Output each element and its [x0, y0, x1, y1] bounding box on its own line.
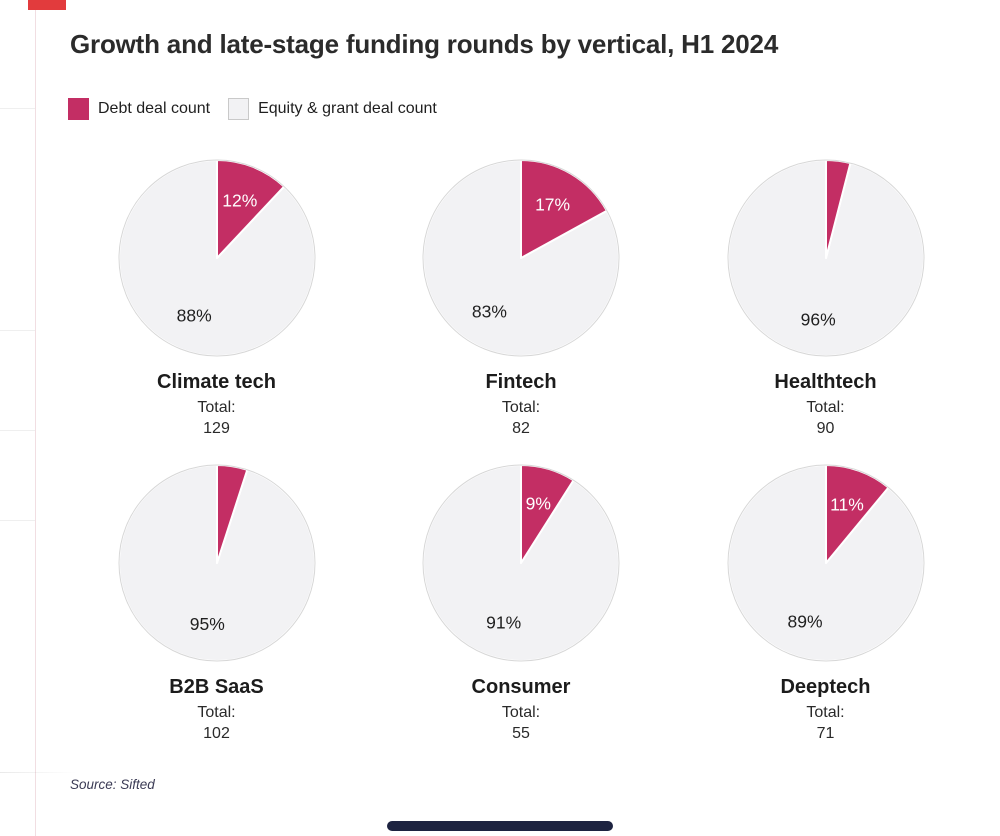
pie-svg: 12% 88% — [117, 159, 316, 357]
total-label: Total: — [806, 704, 845, 721]
background-grid-line — [0, 520, 35, 521]
pie-consumer: 9% 91% Consumer Total: 55 — [391, 453, 651, 744]
total-value: 90 — [816, 420, 835, 437]
source-note: Source: Sifted — [70, 777, 155, 792]
legend-item-equity-grant-deal-count[interactable]: Equity & grant deal count — [228, 98, 437, 120]
pie-climate-tech: 12% 88% Climate tech Total: 129 — [87, 148, 347, 439]
background-grid-line — [0, 108, 35, 109]
total-label: Total: — [197, 704, 236, 721]
legend-label: Debt deal count — [98, 100, 211, 117]
pie-b2b-saas: 95% B2B SaaS Total: 102 — [87, 453, 347, 744]
background-grid-line-vertical — [35, 0, 36, 836]
total-label: Total: — [501, 399, 541, 416]
equity-slice-label: 89% — [787, 611, 822, 631]
legend-swatch — [68, 98, 89, 120]
equity-slice-label: 95% — [189, 614, 224, 634]
total-value: 102 — [203, 725, 230, 742]
total-label: Total: — [806, 399, 845, 416]
pie-rim — [422, 159, 620, 357]
pie-svg: 96% — [726, 159, 925, 357]
background-grid-line — [0, 772, 76, 773]
pie-title: Consumer — [471, 676, 571, 698]
equity-slice-label: 83% — [472, 301, 507, 321]
total-value: 55 — [512, 725, 530, 742]
total-value: 129 — [203, 420, 230, 437]
pie-rim — [727, 159, 924, 357]
chart-legend: Debt deal count Equity & grant deal count — [68, 98, 437, 120]
pie-fintech: 17% 83% Fintech Total: 82 — [391, 148, 651, 439]
total-value: 71 — [816, 725, 835, 742]
pie-svg: 9% 91% — [422, 464, 620, 662]
background-grid-line — [0, 430, 35, 431]
pie-healthtech: 96% Healthtech Total: 90 — [696, 148, 956, 439]
pie-rim — [118, 464, 315, 662]
pie-title: Climate tech — [157, 371, 276, 393]
legend-swatch — [228, 98, 250, 120]
pie-rim — [727, 464, 924, 662]
total-label: Total: — [197, 399, 236, 416]
legend-label: Equity & grant deal count — [258, 100, 437, 117]
debt-slice-label: 12% — [222, 190, 257, 210]
background-grid-line — [0, 330, 35, 331]
debt-slice-label: 11% — [830, 495, 864, 515]
debt-slice-label: 9% — [526, 494, 551, 514]
pie-title: Fintech — [485, 371, 557, 393]
debt-slice-label: 17% — [535, 195, 570, 215]
pie-rim — [118, 159, 315, 357]
pie-svg: 17% 83% — [422, 159, 620, 357]
pie-title: Deeptech — [780, 676, 871, 698]
legend-item-debt-deal-count[interactable]: Debt deal count — [68, 98, 210, 120]
total-value: 82 — [512, 420, 530, 437]
pie-svg: 95% — [117, 464, 316, 662]
recording-indicator — [28, 0, 66, 10]
total-label: Total: — [501, 704, 541, 721]
chart-title: Growth and late-stage funding rounds by … — [70, 29, 779, 59]
pie-svg: 11% 89% — [726, 464, 925, 662]
equity-slice-label: 91% — [486, 613, 521, 633]
home-indicator-bar — [387, 821, 613, 831]
pie-deeptech: 11% 89% Deeptech Total: 71 — [696, 453, 956, 744]
equity-slice-label: 96% — [800, 310, 835, 330]
pie-rim — [422, 464, 620, 662]
pie-title: B2B SaaS — [169, 676, 264, 698]
equity-slice-label: 88% — [176, 306, 211, 326]
pie-title: Healthtech — [774, 371, 877, 393]
